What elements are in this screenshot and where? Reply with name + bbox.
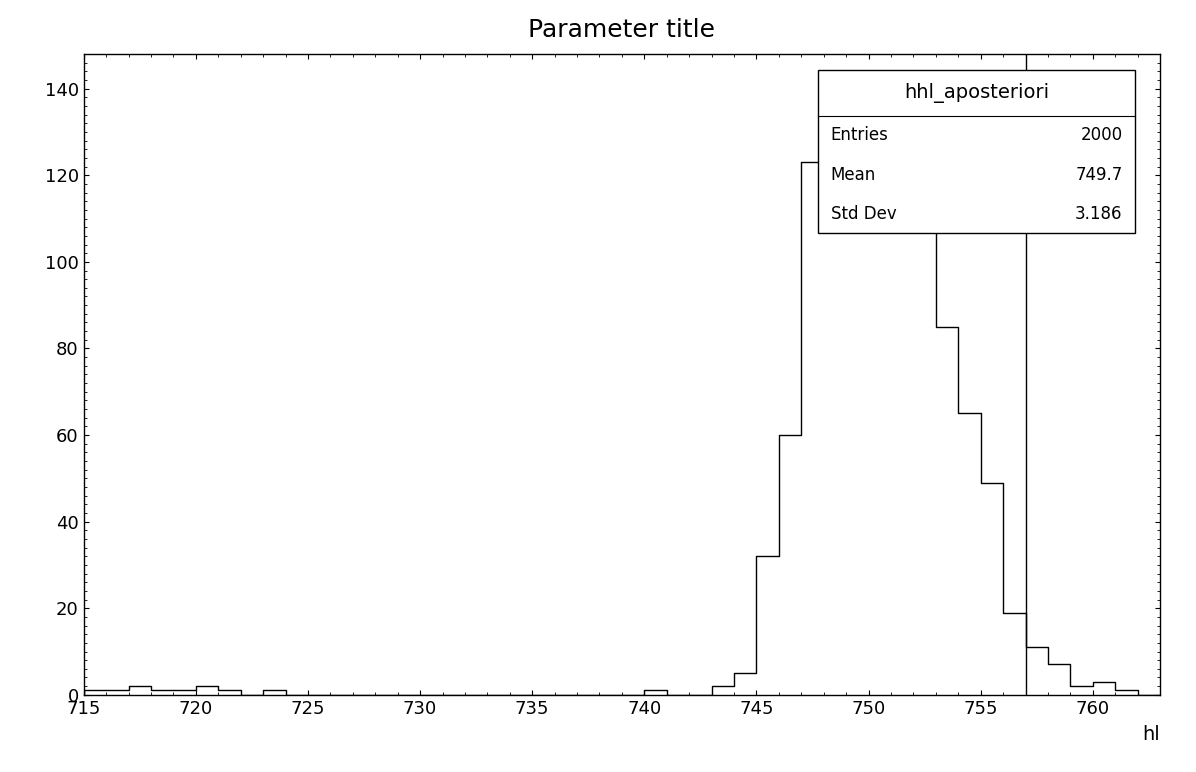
Text: hhl_aposteriori: hhl_aposteriori [904, 83, 1049, 103]
Text: Entries: Entries [831, 127, 889, 144]
Text: Mean: Mean [831, 166, 875, 184]
Text: 2000: 2000 [1080, 127, 1122, 144]
Title: Parameter title: Parameter title [529, 19, 715, 42]
Text: Std Dev: Std Dev [831, 205, 897, 223]
Text: 749.7: 749.7 [1075, 166, 1122, 184]
Bar [818, 70, 1135, 233]
Text: 3.186: 3.186 [1075, 205, 1122, 223]
X-axis label: hl: hl [1142, 725, 1160, 743]
